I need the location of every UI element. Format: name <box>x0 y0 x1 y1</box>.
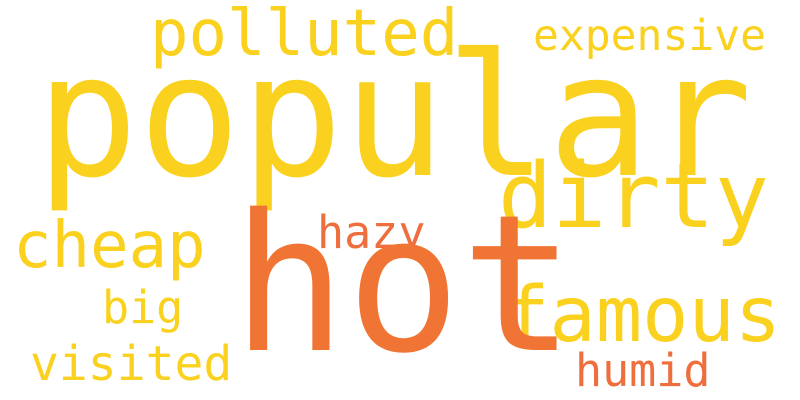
word-visited: visited <box>30 336 233 392</box>
word-popular: popular <box>36 18 753 216</box>
word-big: big <box>102 281 184 334</box>
word-humid: humid <box>575 344 711 397</box>
word-hot: hot <box>232 174 576 395</box>
word-expensive: expensive <box>533 11 766 61</box>
word-dirty: dirty <box>498 144 769 249</box>
word-cheap: cheap <box>13 209 206 283</box>
word-polluted: polluted <box>150 0 459 71</box>
word-famous: famous <box>503 271 782 360</box>
word-hazy: hazy <box>317 206 426 259</box>
